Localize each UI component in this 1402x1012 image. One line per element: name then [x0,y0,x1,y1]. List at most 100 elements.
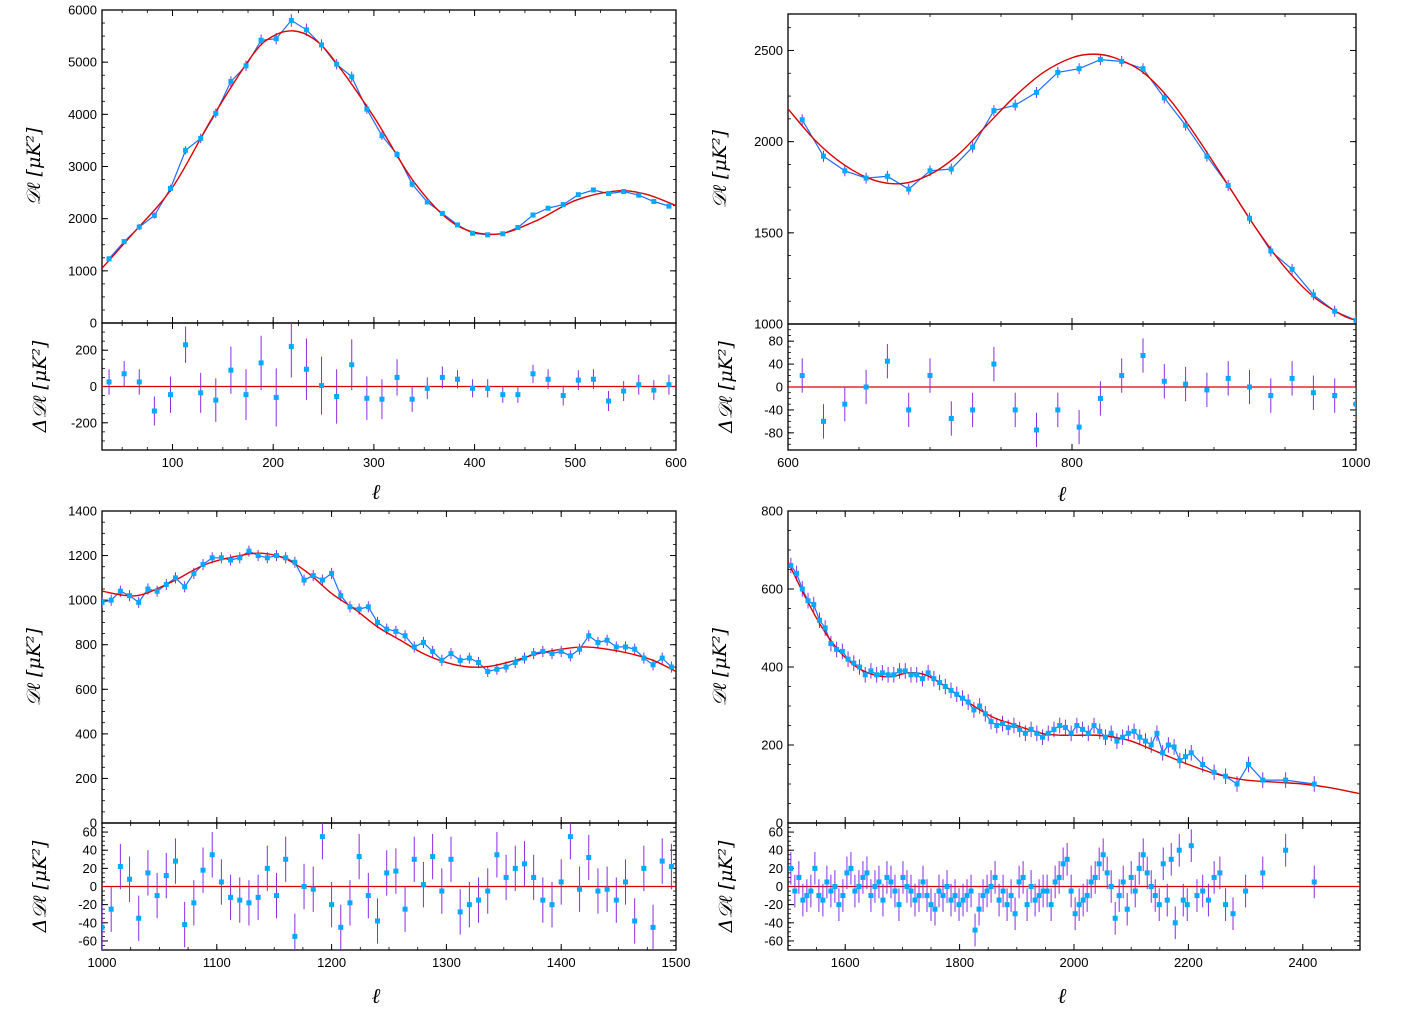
data-point [862,672,868,678]
data-point [301,577,307,583]
plot-area [102,14,676,269]
data-point [1055,69,1061,75]
data-point [996,897,1002,903]
data-point [1247,215,1252,221]
data-point [375,619,381,625]
data-point [960,897,966,903]
x-tick-label: 600 [777,455,799,470]
data-point [1260,870,1266,876]
data-point [1119,373,1125,379]
y-tick-label: 1500 [754,225,783,240]
data-point [255,553,261,559]
data-point [972,927,978,933]
data-point [821,153,826,159]
data-point [621,388,627,394]
x-tick-label: 500 [564,455,586,470]
data-point [1044,888,1050,894]
data-point [108,906,114,912]
data-point [944,884,950,889]
data-point [102,924,105,930]
x-tick-label: 1100 [203,955,231,970]
data-point [848,865,854,871]
x-tick-label: 2400 [1288,955,1317,970]
data-point [1204,153,1210,159]
data-point [1234,781,1240,787]
data-point [136,915,142,921]
data-point [1183,381,1189,387]
data-point [470,230,476,236]
data-point [347,900,353,906]
data-point [1076,902,1082,908]
data-point [1012,102,1018,108]
y-axis-label: Δ𝒟ℓ [μK²] [29,340,51,433]
data-point [954,691,960,697]
data-point [1260,777,1266,783]
data-point [1080,897,1086,903]
plot-frame [101,510,677,824]
data-point [641,655,647,661]
data-point [1144,870,1150,876]
data-point [394,374,400,380]
data-point [586,633,592,639]
data-point [988,884,994,889]
data-point [1289,375,1295,381]
data-point [808,888,814,894]
data-point [384,626,390,632]
data-point [560,393,566,399]
data-point [1102,734,1108,740]
data-point [334,393,340,399]
data-point [822,625,828,631]
data-point [1160,861,1166,867]
data-point [1112,915,1118,921]
data-point [800,897,806,903]
data-point [1310,292,1316,298]
panel-2-main: 1000 1500 2000 2500 𝒟ℓ [μK²] [709,13,1357,332]
data-point [457,657,463,663]
data-point [1016,879,1022,885]
data-point [1076,66,1082,72]
data-point [1188,750,1194,756]
plot-frame [787,13,1357,325]
data-point [292,933,298,939]
data-point [1012,911,1018,917]
data-point [824,879,830,885]
y-tick-label: 40 [769,843,783,858]
data-point [916,893,922,899]
data-point [136,599,142,605]
data-point [430,854,436,860]
data-point [575,192,581,198]
data-point [1268,248,1274,254]
data-point [799,373,805,379]
data-point [844,870,850,876]
data-point [1160,750,1166,756]
y-tick-label: -40 [78,915,97,930]
data-point [375,918,381,924]
x-tick-label: 300 [363,455,385,470]
data-point [1152,893,1158,899]
y-tick-label: -80 [764,425,783,440]
data-point [117,864,123,870]
data-point [264,865,270,871]
data-point [868,668,874,674]
data-point [1148,884,1154,889]
data-point [604,637,610,643]
data-point [1012,407,1018,413]
data-point [1020,874,1026,880]
data-point [1230,911,1236,917]
data-point [379,133,385,139]
data-point [163,582,169,588]
data-point [927,373,933,379]
plot-area [788,53,1356,324]
data-point [575,377,581,383]
data-point [936,888,942,894]
data-point [515,392,521,398]
data-point [650,924,656,930]
data-point [1034,427,1039,433]
data-point [874,672,880,678]
data-point [347,604,353,610]
panel-2-residual: -80 -40 0 40 80 600 800 1000 Δ𝒟ℓ [μK²] [715,323,1370,470]
data-point [1140,852,1146,858]
data-point [940,893,946,899]
data-point [237,897,243,903]
data-point [820,897,826,903]
